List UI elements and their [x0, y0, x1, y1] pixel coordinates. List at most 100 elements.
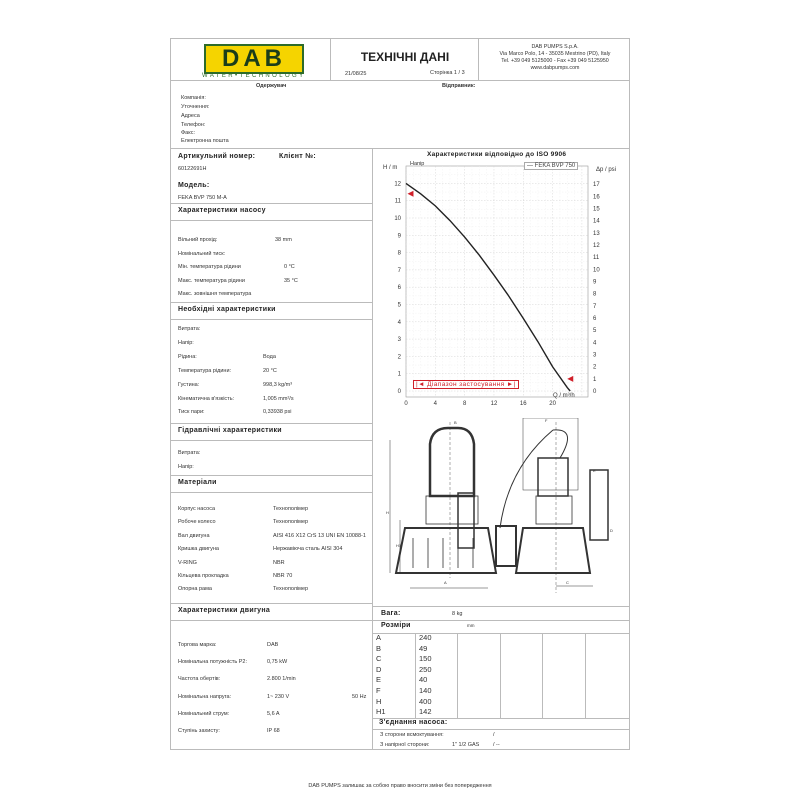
model-label: Модель: — [178, 182, 210, 189]
delivery-label: З напірної сторони: — [380, 742, 430, 748]
dimension-key: D — [376, 664, 382, 674]
weight-value: 8 kg — [452, 611, 463, 617]
materials-row-label: Корпус насоса — [178, 506, 216, 512]
y-tick-label: 9 — [398, 233, 402, 239]
motor-characteristics-row-value: 2.800 1/min — [267, 676, 296, 683]
company-phone: Tel. +39 049 5125000 - Fax +39 049 51259… — [501, 58, 609, 64]
y2-tick-label: 17 — [593, 182, 600, 188]
required-characteristics-row-label: Температура рідини: — [178, 367, 232, 374]
range-label-text: Діапазон застосування — [427, 381, 505, 388]
y2-tick-label: 1 — [593, 377, 597, 383]
client-label: Клієнт №: — [279, 153, 316, 160]
required-characteristics-row-value: 1,005 mm²/s — [263, 395, 294, 402]
field-details: Уточнення: — [181, 104, 210, 110]
materials-row-label: Вал двигуна — [178, 532, 210, 539]
y-axis-label: H / m — [383, 165, 398, 171]
motor-characteristics-row-label: Номінальна напруга: — [178, 693, 232, 700]
field-address: Адреса — [181, 113, 200, 119]
pump-characteristics-row-label: Номінальний тиск: — [178, 250, 226, 257]
pump-side-view — [495, 418, 609, 593]
y-tick-label: 5 — [398, 303, 402, 309]
materials-row-label: V-RING — [178, 559, 197, 566]
y2-tick-label: 10 — [593, 267, 600, 273]
dimensions-label: Розміри — [381, 622, 411, 629]
dab-logo: DAB — [204, 44, 304, 74]
performance-chart: 0 4 8 12 16 200123456789101112012345678910111… — [394, 165, 600, 407]
y-tick-label: 8 — [398, 251, 402, 257]
y-tick-label: 3 — [398, 337, 402, 343]
materials-row-value: NBR 70 — [273, 573, 293, 579]
logo-tagline: WATER•TECHNOLOGY — [202, 73, 306, 79]
y2-tick-label: 3 — [593, 352, 597, 358]
motor-characteristics-title: Характеристики двигуна — [178, 607, 271, 614]
field-fax: Факс: — [181, 130, 195, 136]
dimension-key: H — [376, 696, 382, 706]
y-tick-label: 11 — [395, 199, 402, 205]
delivery-extra: / -- — [493, 742, 500, 748]
y-tick-label: 4 — [398, 320, 402, 326]
dimension-value: 142 — [419, 707, 432, 717]
company-website[interactable]: www.dabpumps.com — [530, 65, 580, 71]
x-tick-label: 0 — [404, 401, 408, 407]
materials-row-value: Технополімер — [273, 519, 309, 526]
required-characteristics-row-value: 20 °C — [263, 367, 277, 374]
y2-tick-label: 14 — [593, 219, 600, 225]
motor-characteristics-row-label: Номінальна потужність P2: — [178, 659, 247, 666]
range-marker — [567, 375, 574, 382]
motor-characteristics-row-label: Частота обертів: — [178, 676, 221, 683]
dim-label-c: C — [566, 580, 569, 585]
motor-characteristics-row-value: DAB — [267, 642, 279, 648]
materials-title: Матеріали — [178, 479, 217, 486]
y-tick-label: 12 — [394, 181, 401, 187]
dimension-key: H1 — [376, 707, 386, 717]
y-tick-label: 7 — [398, 268, 402, 274]
required-characteristics-row-label: Напір: — [178, 339, 194, 346]
required-characteristics-row-label: Густина: — [178, 381, 200, 388]
recipient-label: Одержувач — [256, 83, 287, 89]
pump-characteristics-row-label: Макс. зовнішня температура — [178, 291, 252, 298]
dimension-value: 49 — [419, 643, 428, 653]
materials-row-value: Нержавіюча сталь AISI 304 — [273, 546, 343, 553]
pump-characteristics-row-value: 0 °C — [284, 264, 295, 271]
pump-dimension-drawing — [389, 418, 609, 593]
y2-axis-label: Δp / psi — [596, 167, 617, 173]
footer-disclaimer: DAB PUMPS залишає за собою право вносити… — [308, 783, 492, 789]
company-street: Via Marco Polo, 14 - 35035 Mestrino (PD)… — [499, 51, 611, 57]
y2-tick-label: 13 — [593, 231, 600, 237]
dim-label-h1: H1 — [396, 543, 402, 548]
datasheet-frame — [170, 38, 630, 750]
legend-series-name: FEKA BVP 750 — [534, 163, 576, 169]
corner-label: Напір — [410, 161, 425, 167]
pump-front-view — [389, 422, 498, 589]
x-tick-label: 16 — [520, 401, 527, 407]
required-characteristics-row-value: Вода — [263, 353, 276, 360]
field-company: Компанія: — [181, 95, 206, 101]
pump-characteristics-row-value: 35 °C — [284, 277, 298, 284]
y2-tick-label: 5 — [593, 328, 597, 334]
dimension-value: 250 — [419, 664, 432, 674]
y-tick-label: 0 — [398, 389, 402, 395]
field-phone: Телефон: — [181, 122, 206, 128]
materials-row-label: Опорна рама — [178, 586, 212, 593]
chart-legend: — FEKA BVP 750 — [524, 162, 579, 170]
hydraulic-characteristics-row-label: Витрата: — [178, 450, 201, 456]
weight-label: Вага: — [381, 610, 401, 617]
dimension-key: B — [376, 643, 382, 653]
document-date: 21/08/25 — [345, 71, 367, 77]
y2-tick-label: 0 — [593, 389, 597, 395]
dimensions-unit: mm — [467, 623, 475, 628]
dim-label-a: A — [444, 580, 447, 585]
motor-characteristics-row-extra: 50 Hz — [352, 693, 367, 700]
materials-row-value: AISI 416 X12 CrS 13 UNI EN 10088-1 — [273, 532, 366, 539]
dim-label-e: E — [593, 468, 596, 473]
field-email: Електронна пошта — [181, 138, 229, 144]
dimension-value: 140 — [419, 686, 432, 695]
chart-title: Характеристики відповідно до ISO 9906 — [427, 151, 567, 158]
y2-tick-label: 8 — [593, 292, 597, 298]
sender-label: Відправник: — [442, 83, 476, 89]
dim-label-b: B — [454, 420, 457, 425]
y2-tick-label: 4 — [593, 340, 597, 346]
range-marker — [407, 190, 414, 197]
application-range-label: |◄ Діапазон застосування ►| — [413, 380, 519, 389]
motor-characteristics-row-value: IP 68 — [267, 728, 280, 734]
